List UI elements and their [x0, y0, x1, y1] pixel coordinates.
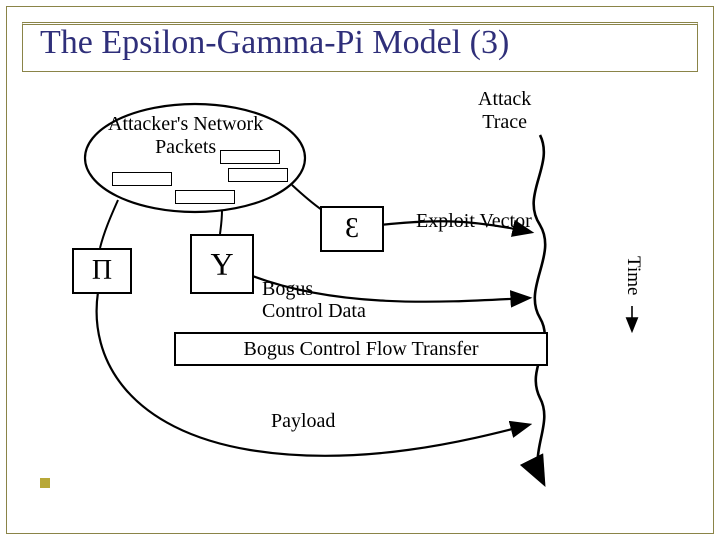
gamma-box: Υ: [190, 234, 254, 294]
bogus-control-data-label: Bogus Control Data: [262, 278, 366, 322]
gamma-symbol: Υ: [210, 246, 233, 283]
epsilon-symbol: Ɛ: [345, 213, 359, 245]
epsilon-box: Ɛ: [320, 206, 384, 252]
pi-box: Π: [72, 248, 132, 294]
packet-box-a: [220, 150, 280, 164]
packet-box-d: [175, 190, 235, 204]
packet-box-b: [228, 168, 288, 182]
exploit-vector-label: Exploit Vector: [416, 210, 532, 233]
bogus-control-flow-text: Bogus Control Flow Transfer: [243, 338, 478, 361]
slide-title: The Epsilon-Gamma-Pi Model (3): [40, 24, 509, 62]
pi-symbol: Π: [92, 255, 112, 287]
packet-box-c: [112, 172, 172, 186]
time-label: Time: [622, 256, 644, 295]
bogus-control-flow-box: Bogus Control Flow Transfer: [174, 332, 548, 366]
bullet-square: [40, 478, 50, 488]
payload-label: Payload: [271, 410, 335, 433]
attack-trace-label: Attack Trace: [478, 88, 531, 134]
